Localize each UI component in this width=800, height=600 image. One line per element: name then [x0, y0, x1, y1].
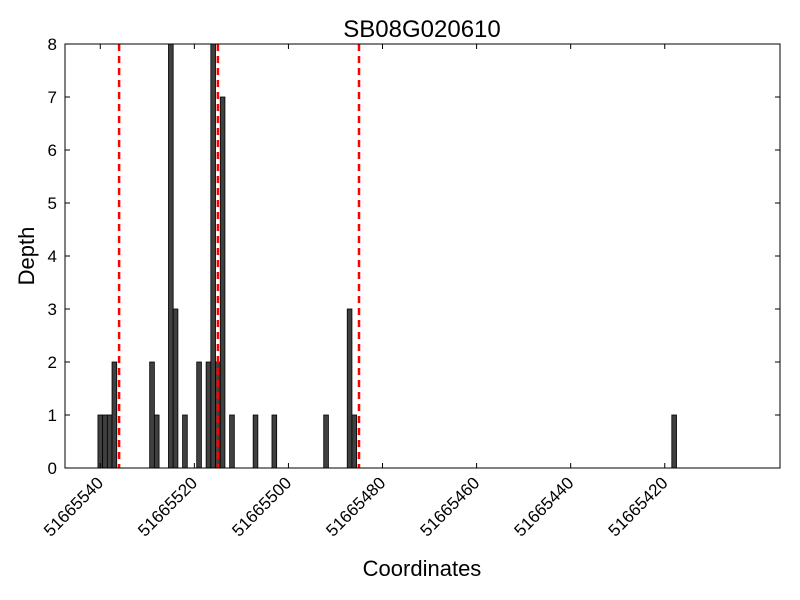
x-tick-label: 51665520 [134, 473, 201, 540]
bar [323, 414, 329, 469]
x-axis-label: Coordinates [363, 556, 482, 581]
x-tick-label: 51665540 [40, 473, 107, 540]
bar [172, 308, 179, 469]
x-tick-label: 51665460 [417, 473, 484, 540]
bar [346, 308, 353, 469]
bar [102, 414, 108, 469]
bar [111, 361, 118, 469]
bar [168, 43, 174, 469]
bar-series [97, 43, 677, 469]
y-tick-label: 7 [48, 88, 57, 107]
bar [153, 414, 160, 469]
x-tick-label: 51665480 [322, 473, 389, 540]
y-tick-label: 5 [48, 194, 57, 213]
x-tick-label: 51665500 [228, 473, 295, 540]
bar [97, 414, 104, 469]
y-tick-label: 6 [48, 141, 57, 160]
y-axis: 0 1 2 3 4 5 6 7 8 [48, 35, 780, 478]
y-tick-label: 2 [48, 353, 57, 372]
marker-lines [117, 44, 361, 468]
bar [271, 414, 278, 469]
bar [229, 414, 235, 469]
bar [196, 361, 202, 469]
y-axis-label: Depth [14, 227, 39, 286]
y-tick-label: 1 [48, 406, 57, 425]
bar [351, 414, 358, 469]
y-tick-label: 3 [48, 300, 57, 319]
y-tick-label: 8 [48, 35, 57, 54]
x-tick-label: 51665420 [605, 473, 672, 540]
bar [205, 361, 212, 469]
chart-title: SB08G020610 [343, 16, 500, 43]
bar [210, 43, 216, 469]
bar [106, 414, 113, 469]
bar [149, 361, 155, 469]
bar [219, 96, 226, 469]
bar [252, 414, 259, 469]
bar [671, 414, 677, 469]
y-tick-label: 4 [48, 247, 57, 266]
y-tick-label: 0 [48, 459, 57, 478]
x-tick-label: 51665440 [511, 473, 578, 540]
bar [182, 414, 188, 469]
